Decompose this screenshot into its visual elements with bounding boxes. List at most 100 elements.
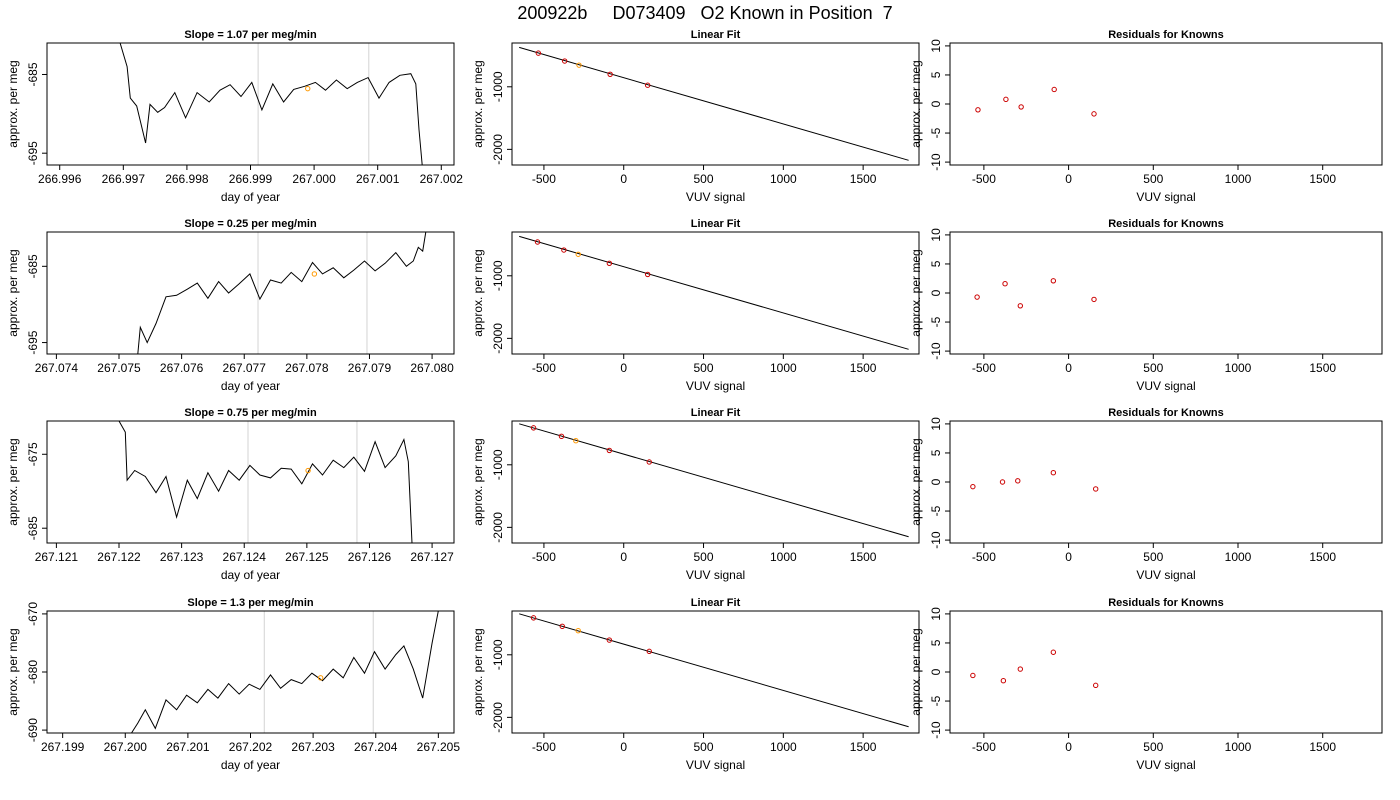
x-axis-label: day of year — [221, 379, 280, 393]
x-tick-label: 267.122 — [97, 550, 141, 564]
x-axis-label: VUV signal — [1136, 568, 1195, 582]
data-point — [573, 438, 579, 444]
x-tick-label: 267.000 — [292, 172, 336, 186]
x-axis-label: VUV signal — [686, 568, 745, 582]
y-axis-label: approx. per meg — [6, 438, 20, 525]
data-point — [1000, 678, 1007, 684]
y-tick-label: 10 — [929, 607, 943, 621]
x-axis-label: day of year — [221, 190, 280, 204]
y-tick-label: 10 — [929, 417, 943, 431]
x-tick-label: 267.202 — [229, 740, 273, 754]
y-tick-label: -5 — [929, 695, 943, 706]
plot-frame — [511, 231, 920, 355]
plot-frame — [511, 610, 920, 734]
x-tick-label: 500 — [1143, 172, 1163, 186]
x-tick-label: 1500 — [850, 550, 877, 564]
panel-title: Residuals for Knowns — [1108, 29, 1224, 41]
x-tick-label: 0 — [620, 740, 627, 754]
y-tick-label: -1000 — [491, 639, 505, 670]
y-tick-label: 0 — [929, 668, 943, 675]
x-tick-label: 267.078 — [285, 361, 329, 375]
x-tick-label: 1000 — [770, 550, 797, 564]
plot-frame — [949, 231, 1383, 355]
x-axis-label: VUV signal — [686, 758, 745, 772]
data-point — [644, 271, 651, 278]
data-point — [646, 648, 652, 655]
y-tick-label: 0 — [929, 478, 943, 485]
sample-marker — [305, 85, 311, 92]
data-point — [970, 483, 976, 490]
data-point — [559, 623, 565, 630]
x-tick-label: 1000 — [770, 361, 797, 375]
y-tick-label: -1000 — [491, 449, 505, 480]
y-tick-label: -685 — [26, 254, 40, 278]
panel-2-1: Linear Fit -500 0 500 1000 1500 -1000 -2000 VUV … — [471, 407, 920, 582]
data-point — [999, 479, 1006, 485]
x-tick-label: 266.999 — [229, 172, 273, 186]
x-tick-label: 0 — [1065, 740, 1072, 754]
x-axis-label: VUV signal — [686, 379, 745, 393]
x-tick-label: 0 — [620, 550, 627, 564]
y-tick-label: -680 — [26, 660, 40, 684]
fit-line — [519, 613, 909, 728]
y-tick-label: -2000 — [491, 134, 505, 165]
y-tick-label: 0 — [929, 289, 943, 296]
x-tick-label: 1000 — [770, 740, 797, 754]
x-tick-label: 0 — [1065, 550, 1072, 564]
y-axis-label: approx. per meg — [471, 249, 485, 336]
y-tick-label: -5 — [929, 316, 943, 327]
data-point — [575, 628, 581, 634]
x-tick-label: 0 — [620, 172, 627, 186]
panel-title: Slope = 0.25 per meg/min — [184, 218, 317, 230]
data-point — [1050, 470, 1057, 476]
x-tick-label: 267.074 — [35, 361, 79, 375]
sample-marker — [305, 467, 311, 474]
data-point — [975, 107, 981, 113]
x-tick-label: 267.075 — [97, 361, 141, 375]
fit-line — [519, 235, 909, 350]
x-tick-label: 266.997 — [102, 172, 146, 186]
y-tick-label: 10 — [929, 228, 943, 242]
y-tick-label: -695 — [26, 141, 40, 165]
x-tick-label: 267.125 — [285, 550, 329, 564]
x-tick-label: 267.076 — [160, 361, 204, 375]
y-tick-label: -695 — [26, 330, 40, 354]
panel-2-2: Residuals for Knowns -500 0 500 1000 1500 10 5 0… — [909, 407, 1383, 582]
y-axis-label: approx. per meg — [909, 249, 923, 336]
data-point — [606, 447, 613, 454]
x-tick-label: 266.998 — [165, 172, 209, 186]
data-point — [1015, 478, 1021, 484]
x-tick-label: 1500 — [850, 361, 877, 375]
data-point — [1051, 86, 1057, 93]
x-axis-label: VUV signal — [1136, 758, 1195, 772]
plot-frame — [46, 610, 455, 734]
panel-title: Residuals for Knowns — [1108, 597, 1224, 609]
series-line — [137, 232, 427, 354]
data-point — [558, 433, 565, 440]
y-tick-label: -10 — [929, 342, 943, 360]
x-tick-label: 1000 — [1225, 172, 1252, 186]
x-tick-label: 1500 — [1309, 172, 1336, 186]
x-tick-label: 267.127 — [410, 550, 454, 564]
panel-1-0: Slope = 0.25 per meg/min 267.074 267.075 26… — [6, 218, 455, 393]
x-tick-label: 500 — [1143, 740, 1163, 754]
data-point — [646, 459, 652, 465]
figure-title: 200922b D073409 O2 Known in Position 7 — [517, 3, 892, 23]
data-point — [535, 50, 542, 56]
data-point — [1091, 111, 1097, 117]
x-axis-label: day of year — [221, 758, 280, 772]
data-point — [1018, 104, 1024, 110]
x-tick-label: 267.201 — [166, 740, 210, 754]
x-tick-label: 1500 — [850, 740, 877, 754]
sample-marker — [317, 675, 324, 681]
data-point — [606, 260, 613, 266]
plot-frame — [949, 42, 1383, 166]
plot-frame — [511, 420, 920, 544]
x-tick-label: 500 — [1143, 550, 1163, 564]
data-point — [1050, 649, 1057, 655]
panel-3-1: Linear Fit -500 0 500 1000 1500 -1000 -2000 VUV … — [471, 597, 920, 772]
y-tick-label: -2000 — [491, 702, 505, 733]
x-tick-label: 1500 — [1309, 550, 1336, 564]
x-tick-label: 500 — [694, 361, 714, 375]
